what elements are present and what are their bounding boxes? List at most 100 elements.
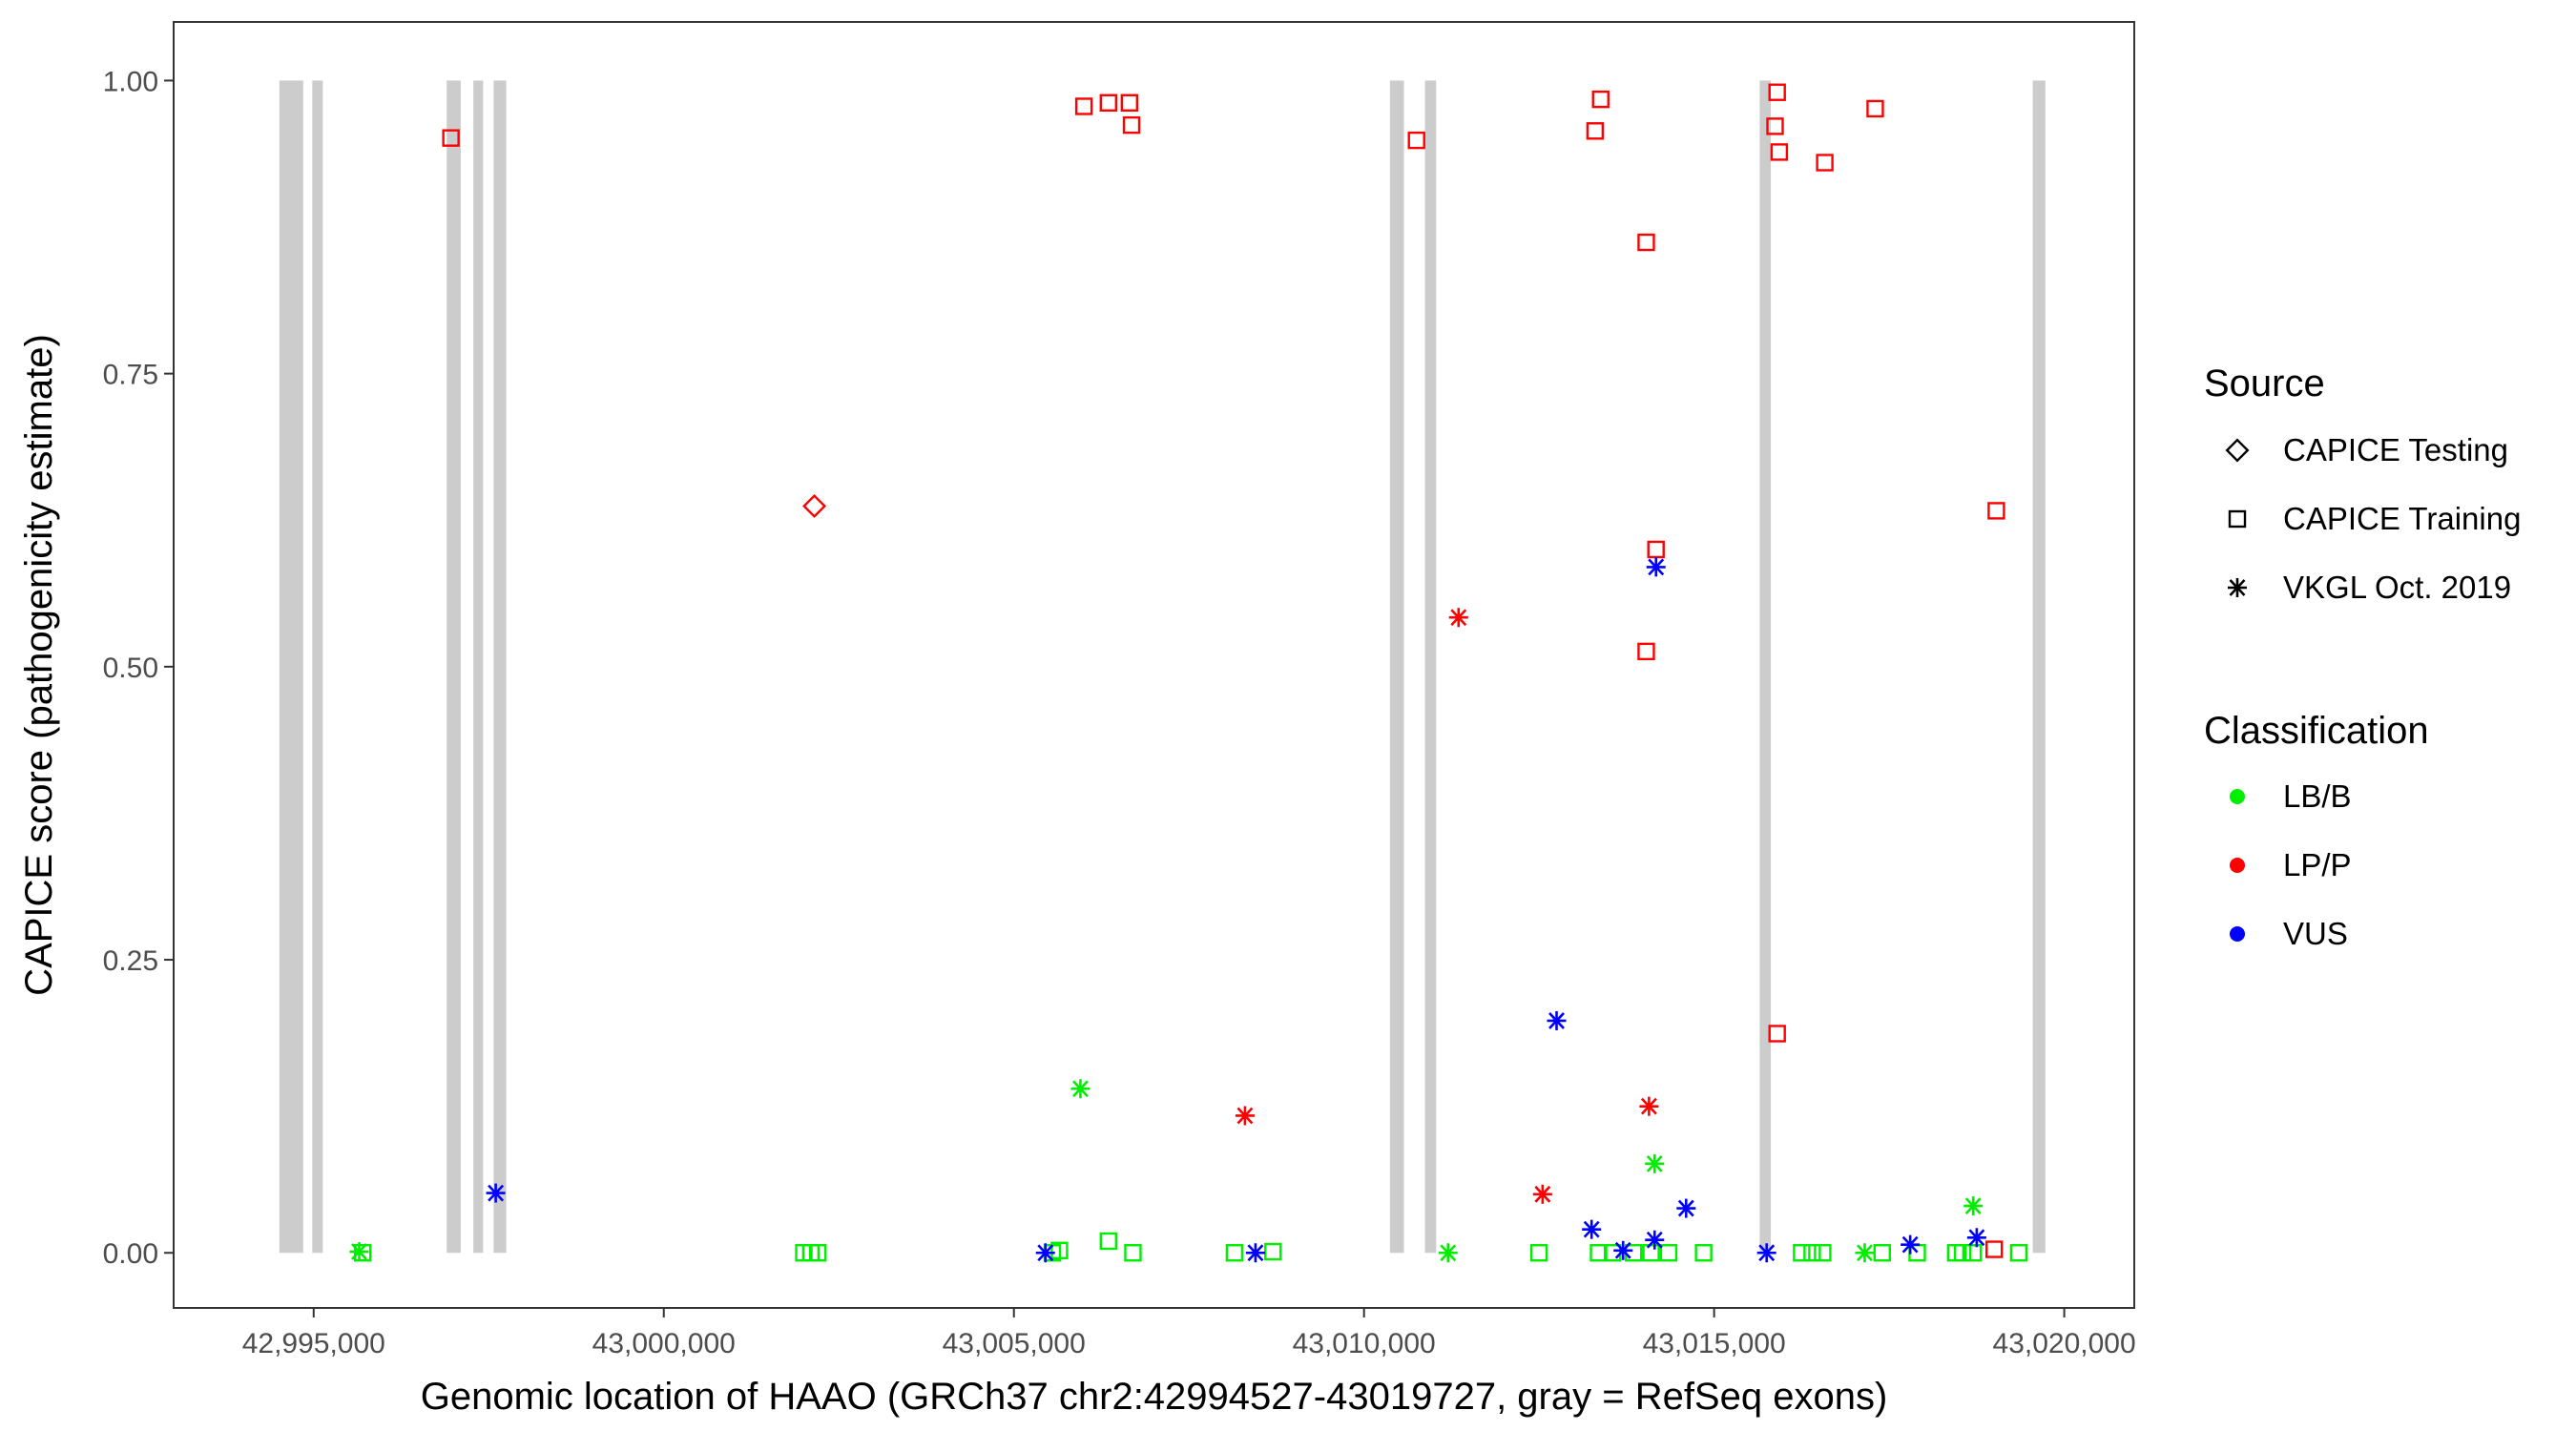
data-point-asterisk-57 bbox=[486, 1183, 506, 1203]
data-point-square-7 bbox=[1407, 131, 1425, 150]
data-point-asterisk-66 bbox=[1756, 1243, 1776, 1263]
legend-key-dot-3 bbox=[2230, 926, 2245, 942]
legend-key-dot-1 bbox=[2230, 789, 2245, 804]
legend-title-classification: Classification bbox=[2204, 710, 2429, 752]
y-tick-label-5: 1.00 bbox=[103, 66, 158, 97]
legend-title-source: Source bbox=[2204, 363, 2325, 404]
data-point-square-27 bbox=[1099, 1232, 1117, 1251]
data-point-square-15 bbox=[1770, 143, 1789, 161]
x-tick-label-1: 42,995,000 bbox=[242, 1328, 385, 1359]
data-point-square-4 bbox=[1099, 93, 1117, 112]
data-point-asterisk-52 bbox=[1963, 1196, 1984, 1216]
data-point-square-20 bbox=[1985, 1240, 2004, 1258]
legend-key-dot-2 bbox=[2230, 858, 2245, 873]
data-point-square-16 bbox=[1816, 154, 1834, 172]
legend-label-class-3: VUS bbox=[2283, 916, 2348, 951]
legend-label-source-2: CAPICE Training bbox=[2283, 501, 2521, 536]
data-point-square-10 bbox=[1637, 233, 1655, 252]
data-point-square-29 bbox=[1225, 1244, 1244, 1262]
legend-source-items: CAPICE Testing CAPICE Training VKGL Oct. 2… bbox=[2225, 432, 2521, 605]
x-tick-label-6: 43,020,000 bbox=[1993, 1328, 2136, 1359]
exon-band-8 bbox=[1759, 80, 1772, 1254]
legend-label-class-1: LB/B bbox=[2283, 778, 2352, 814]
exon-band-2 bbox=[312, 80, 323, 1254]
data-point-asterisk-64 bbox=[1646, 557, 1666, 577]
data-point-asterisk-68 bbox=[1966, 1228, 1986, 1248]
data-point-square-31 bbox=[1529, 1244, 1548, 1262]
data-point-asterisk-55 bbox=[1532, 1184, 1552, 1204]
data-point-asterisk-50 bbox=[1645, 1153, 1665, 1173]
legend: Source CAPICE Testing CAPICE Training VKGL… bbox=[2204, 363, 2521, 951]
y-tick-label-1: 0.00 bbox=[103, 1238, 158, 1270]
data-point-square-35 bbox=[1642, 1244, 1660, 1262]
x-tick-label-5: 43,015,000 bbox=[1643, 1328, 1786, 1359]
exon-band-7 bbox=[1424, 80, 1437, 1254]
data-point-square-44 bbox=[1953, 1244, 1972, 1262]
data-point-asterisk-58 bbox=[1035, 1243, 1055, 1263]
data-point-square-5 bbox=[1120, 93, 1139, 112]
y-axis: 0.00 0.25 0.50 0.75 1.00 bbox=[103, 66, 174, 1270]
data-point-asterisk-54 bbox=[1235, 1106, 1255, 1126]
data-point-square-17 bbox=[1866, 99, 1884, 118]
data-point-square-6 bbox=[1122, 115, 1141, 135]
x-tick-label-2: 43,000,000 bbox=[592, 1328, 736, 1359]
exon-band-1 bbox=[279, 80, 303, 1254]
data-point-square-40 bbox=[1814, 1244, 1832, 1262]
data-point-square-19 bbox=[1987, 502, 2005, 520]
data-point-square-37 bbox=[1694, 1244, 1713, 1262]
exon-band-3 bbox=[447, 80, 461, 1254]
data-point-square-2 bbox=[442, 129, 460, 147]
data-point-asterisk-67 bbox=[1901, 1234, 1921, 1255]
data-point-square-34 bbox=[1625, 1244, 1643, 1262]
x-tick-label-3: 43,005,000 bbox=[943, 1328, 1086, 1359]
data-point-square-36 bbox=[1659, 1244, 1678, 1262]
data-point-square-24 bbox=[809, 1244, 827, 1262]
data-point-square-13 bbox=[1768, 83, 1786, 101]
data-point-asterisk-47 bbox=[349, 1242, 369, 1262]
data-point-square-45 bbox=[1963, 1244, 1983, 1262]
data-points bbox=[349, 83, 2028, 1263]
data-point-square-14 bbox=[1766, 117, 1784, 135]
legend-key-square bbox=[2228, 509, 2247, 529]
data-point-asterisk-60 bbox=[1547, 1010, 1567, 1030]
legend-key-diamond bbox=[2225, 438, 2250, 463]
data-point-square-18 bbox=[1768, 1025, 1786, 1043]
data-point-asterisk-53 bbox=[1448, 608, 1468, 628]
exon-band-5 bbox=[493, 80, 507, 1254]
data-point-asterisk-51 bbox=[1855, 1243, 1875, 1263]
data-point-asterisk-59 bbox=[1245, 1243, 1265, 1263]
data-point-square-12 bbox=[1637, 642, 1655, 661]
legend-key-asterisk bbox=[2228, 578, 2247, 597]
exon-band-4 bbox=[473, 80, 484, 1254]
data-point-square-39 bbox=[1803, 1244, 1821, 1262]
data-point-asterisk-63 bbox=[1645, 1230, 1665, 1250]
data-point-square-26 bbox=[1050, 1241, 1069, 1259]
y-tick-label-3: 0.50 bbox=[103, 653, 158, 684]
legend-label-source-3: VKGL Oct. 2019 bbox=[2283, 570, 2511, 605]
data-point-square-46 bbox=[2009, 1244, 2028, 1262]
exon-bands bbox=[279, 80, 2046, 1254]
legend-classification-items: LB/B LP/P VUS bbox=[2230, 778, 2352, 951]
exon-band-6 bbox=[1389, 80, 1404, 1254]
exon-band-9 bbox=[2032, 80, 2046, 1254]
data-point-asterisk-48 bbox=[1070, 1079, 1091, 1099]
data-point-square-30 bbox=[1264, 1242, 1282, 1261]
data-point-square-3 bbox=[1074, 97, 1093, 115]
data-point-asterisk-65 bbox=[1676, 1198, 1696, 1218]
x-tick-label-4: 43,010,000 bbox=[1293, 1328, 1436, 1359]
x-axis-title: Genomic location of HAAO (GRCh37 chr2:42… bbox=[421, 1376, 1888, 1418]
data-point-square-8 bbox=[1586, 122, 1605, 140]
data-point-asterisk-56 bbox=[1639, 1096, 1659, 1116]
data-point-asterisk-61 bbox=[1582, 1219, 1602, 1239]
data-point-asterisk-62 bbox=[1613, 1240, 1633, 1260]
y-axis-title: CAPICE score (pathogenicity estimate) bbox=[18, 334, 60, 996]
y-tick-label-4: 0.75 bbox=[103, 360, 158, 391]
data-point-square-28 bbox=[1124, 1244, 1142, 1262]
data-point-asterisk-49 bbox=[1438, 1243, 1458, 1263]
data-point-diamond-1 bbox=[802, 493, 827, 518]
legend-label-source-1: CAPICE Testing bbox=[2283, 432, 2508, 467]
data-point-square-38 bbox=[1793, 1244, 1811, 1262]
data-point-square-9 bbox=[1591, 90, 1610, 109]
plot-panel-border bbox=[173, 21, 2135, 1309]
